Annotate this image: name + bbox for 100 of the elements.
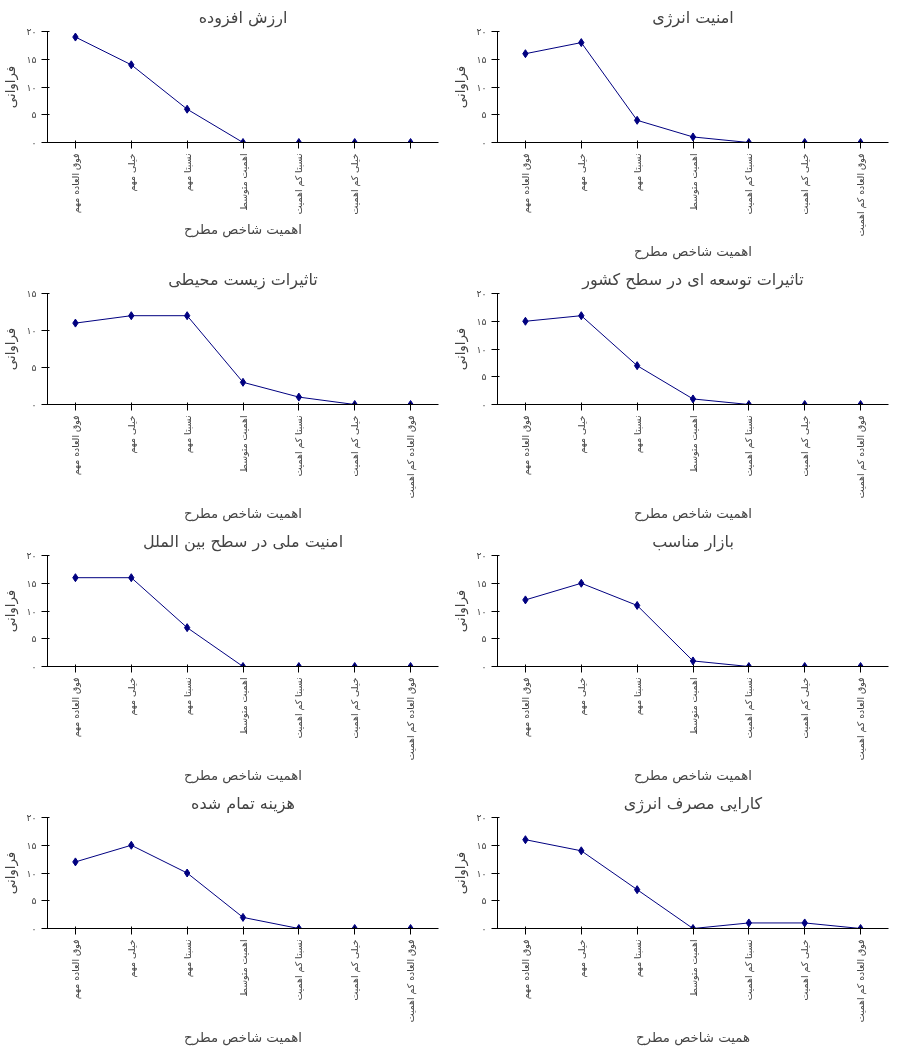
y-axis-title: فراوانی xyxy=(453,65,470,109)
x-tick-label: خیلی کم اهمیت xyxy=(799,677,812,739)
y-tick-label: ۰ xyxy=(481,399,487,410)
x-tick-label: خیلی مهم xyxy=(125,153,138,192)
y-tick-label: ۱۰ xyxy=(26,605,37,617)
x-tick-label: اهمیت متوسط xyxy=(687,153,699,211)
x-tick-label: فوق العاده کم اهمیت xyxy=(855,153,868,237)
x-tick-label: فوق العاده کم اهمیت xyxy=(855,939,868,1023)
x-tick-label: نسبتا مهم xyxy=(631,153,644,192)
x-tick-label: خیلی کم اهمیت xyxy=(349,415,362,477)
y-axis-title: فراوانی xyxy=(453,589,470,633)
y-tick-label: ۰ xyxy=(31,137,37,148)
x-tick-label: اهمیت متوسط xyxy=(237,153,249,211)
x-tick-label: نسبتا مهم xyxy=(181,677,194,716)
y-tick-label: ۱۵ xyxy=(26,577,37,589)
x-tick-label: نسبتا مهم xyxy=(631,939,644,978)
y-tick-label: ۵ xyxy=(481,109,487,121)
chart-title: کارایی مصرف انرژی xyxy=(623,793,763,814)
y-tick-label: ۵ xyxy=(31,109,37,121)
x-tick-label: فوق العاده مهم xyxy=(69,677,82,738)
y-tick-label: ۵ xyxy=(481,633,487,645)
x-tick-label: خیلی کم اهمیت xyxy=(799,939,812,1001)
chart-title: هزینه تمام شده xyxy=(191,793,295,814)
x-tick-label: نسبتا کم اهمیت xyxy=(743,153,756,215)
x-tick-label: فوق العاده مهم xyxy=(69,415,82,476)
y-axis-title: فراوانی xyxy=(3,327,20,371)
x-tick-label: نسبتا مهم xyxy=(181,939,194,978)
y-tick-label: ۵ xyxy=(31,362,37,373)
chart-title: تاثیرات زیست محیطی xyxy=(168,269,318,290)
x-tick-label: خیلی مهم xyxy=(575,415,588,454)
y-tick-label: ۱۰ xyxy=(26,867,37,879)
y-tick-label: ۲۰ xyxy=(476,26,487,37)
x-tick-label: خیلی کم اهمیت xyxy=(349,153,362,215)
x-tick-label: اهمیت متوسط xyxy=(687,939,699,997)
x-tick-label: خیلی مهم xyxy=(575,677,588,716)
y-tick-label: ۵ xyxy=(481,895,487,907)
y-tick-label: ۵ xyxy=(31,895,37,907)
y-tick-label: ۲۰ xyxy=(26,550,37,561)
x-tick-label: فوق العاده کم اهمیت xyxy=(405,677,418,761)
y-tick-label: ۵ xyxy=(31,633,37,645)
y-axis-title: فراوانی xyxy=(3,851,20,895)
y-tick-label: ۱۰ xyxy=(26,81,37,93)
x-tick-label: نسبتا مهم xyxy=(181,153,194,192)
y-tick-label: ۵ xyxy=(481,371,487,383)
y-tick-label: ۱۵ xyxy=(26,53,37,65)
y-tick-label: ۲۰ xyxy=(26,812,37,823)
y-tick-label: ۰ xyxy=(481,661,487,672)
y-tick-label: ۱۰ xyxy=(476,81,487,93)
x-tick-label: فوق العاده مهم xyxy=(69,939,82,1000)
x-tick-label: اهمیت متوسط xyxy=(237,939,249,997)
y-tick-label: ۱۵ xyxy=(476,315,487,327)
y-tick-label: ۱۰ xyxy=(476,605,487,617)
y-tick-label: ۱۰ xyxy=(26,325,37,336)
x-tick-label: فوق العاده کم اهمیت xyxy=(855,415,868,499)
x-axis-title: اهمیت شاخص مطرح xyxy=(634,506,752,523)
x-tick-label: نسبتا مهم xyxy=(631,677,644,716)
x-tick-label: نسبتا کم اهمیت xyxy=(743,415,756,477)
y-axis-title: فراوانی xyxy=(453,327,470,371)
y-tick-label: ۱۵ xyxy=(476,577,487,589)
x-tick-label: خیلی کم اهمیت xyxy=(349,939,362,1001)
x-tick-label: نسبتا کم اهمیت xyxy=(743,677,756,739)
x-tick-label: خیلی کم اهمیت xyxy=(349,677,362,739)
y-tick-label: ۱۵ xyxy=(26,839,37,851)
x-tick-label: اهمیت متوسط xyxy=(237,415,249,473)
x-tick-label: اهمیت متوسط xyxy=(687,415,699,473)
x-tick-label: نسبتا کم اهمیت xyxy=(293,415,306,477)
x-tick-label: خیلی کم اهمیت xyxy=(799,153,812,215)
x-tick-label: نسبتا کم اهمیت xyxy=(293,153,306,215)
chart-title: ارزش افزوده xyxy=(198,7,288,28)
y-tick-label: ۱۵ xyxy=(26,288,37,299)
chart-title: تاثیرات توسعه ای در سطح کشور xyxy=(581,269,804,290)
x-axis-title: اهمیت شاخص مطرح xyxy=(184,1030,302,1047)
y-tick-label: ۱۰ xyxy=(476,343,487,355)
x-tick-label: فوق العاده کم اهمیت xyxy=(855,677,868,761)
x-tick-label: نسبتا مهم xyxy=(631,415,644,454)
y-tick-label: ۱۰ xyxy=(476,867,487,879)
x-axis-title: اهمیت شاخص مطرح xyxy=(634,768,752,785)
chart-title: امنیت انرژی xyxy=(652,7,734,28)
x-tick-label: فوق العاده کم اهمیت xyxy=(405,415,418,499)
x-tick-label: اهمیت متوسط xyxy=(687,677,699,735)
x-tick-label: فوق العاده مهم xyxy=(519,153,532,214)
x-tick-label: فوق العاده کم اهمیت xyxy=(405,939,418,1023)
x-tick-label: فوق العاده مهم xyxy=(69,153,82,214)
y-tick-label: ۰ xyxy=(31,399,37,410)
x-tick-label: خیلی کم اهمیت xyxy=(799,415,812,477)
y-tick-label: ۲۰ xyxy=(476,288,487,299)
y-axis-title: فراوانی xyxy=(3,65,20,109)
x-tick-label: نسبتا کم اهمیت xyxy=(293,677,306,739)
chart-title: امنیت ملی در سطح بین الملل xyxy=(142,531,344,552)
x-axis-title: همیت شاخص مطرح xyxy=(635,1030,751,1047)
x-tick-label: نسبتا مهم xyxy=(181,415,194,454)
x-axis-title: اهمیت شاخص مطرح xyxy=(184,506,302,523)
y-tick-label: ۰ xyxy=(481,923,487,934)
y-tick-label: ۲۰ xyxy=(476,812,487,823)
x-tick-label: فوق العاده مهم xyxy=(519,415,532,476)
x-tick-label: خیلی مهم xyxy=(575,153,588,192)
y-tick-label: ۱۵ xyxy=(476,839,487,851)
x-tick-label: اهمیت متوسط xyxy=(237,677,249,735)
x-tick-label: فوق العاده مهم xyxy=(519,939,532,1000)
x-axis-title: اهمیت شاخص مطرح xyxy=(184,222,302,239)
